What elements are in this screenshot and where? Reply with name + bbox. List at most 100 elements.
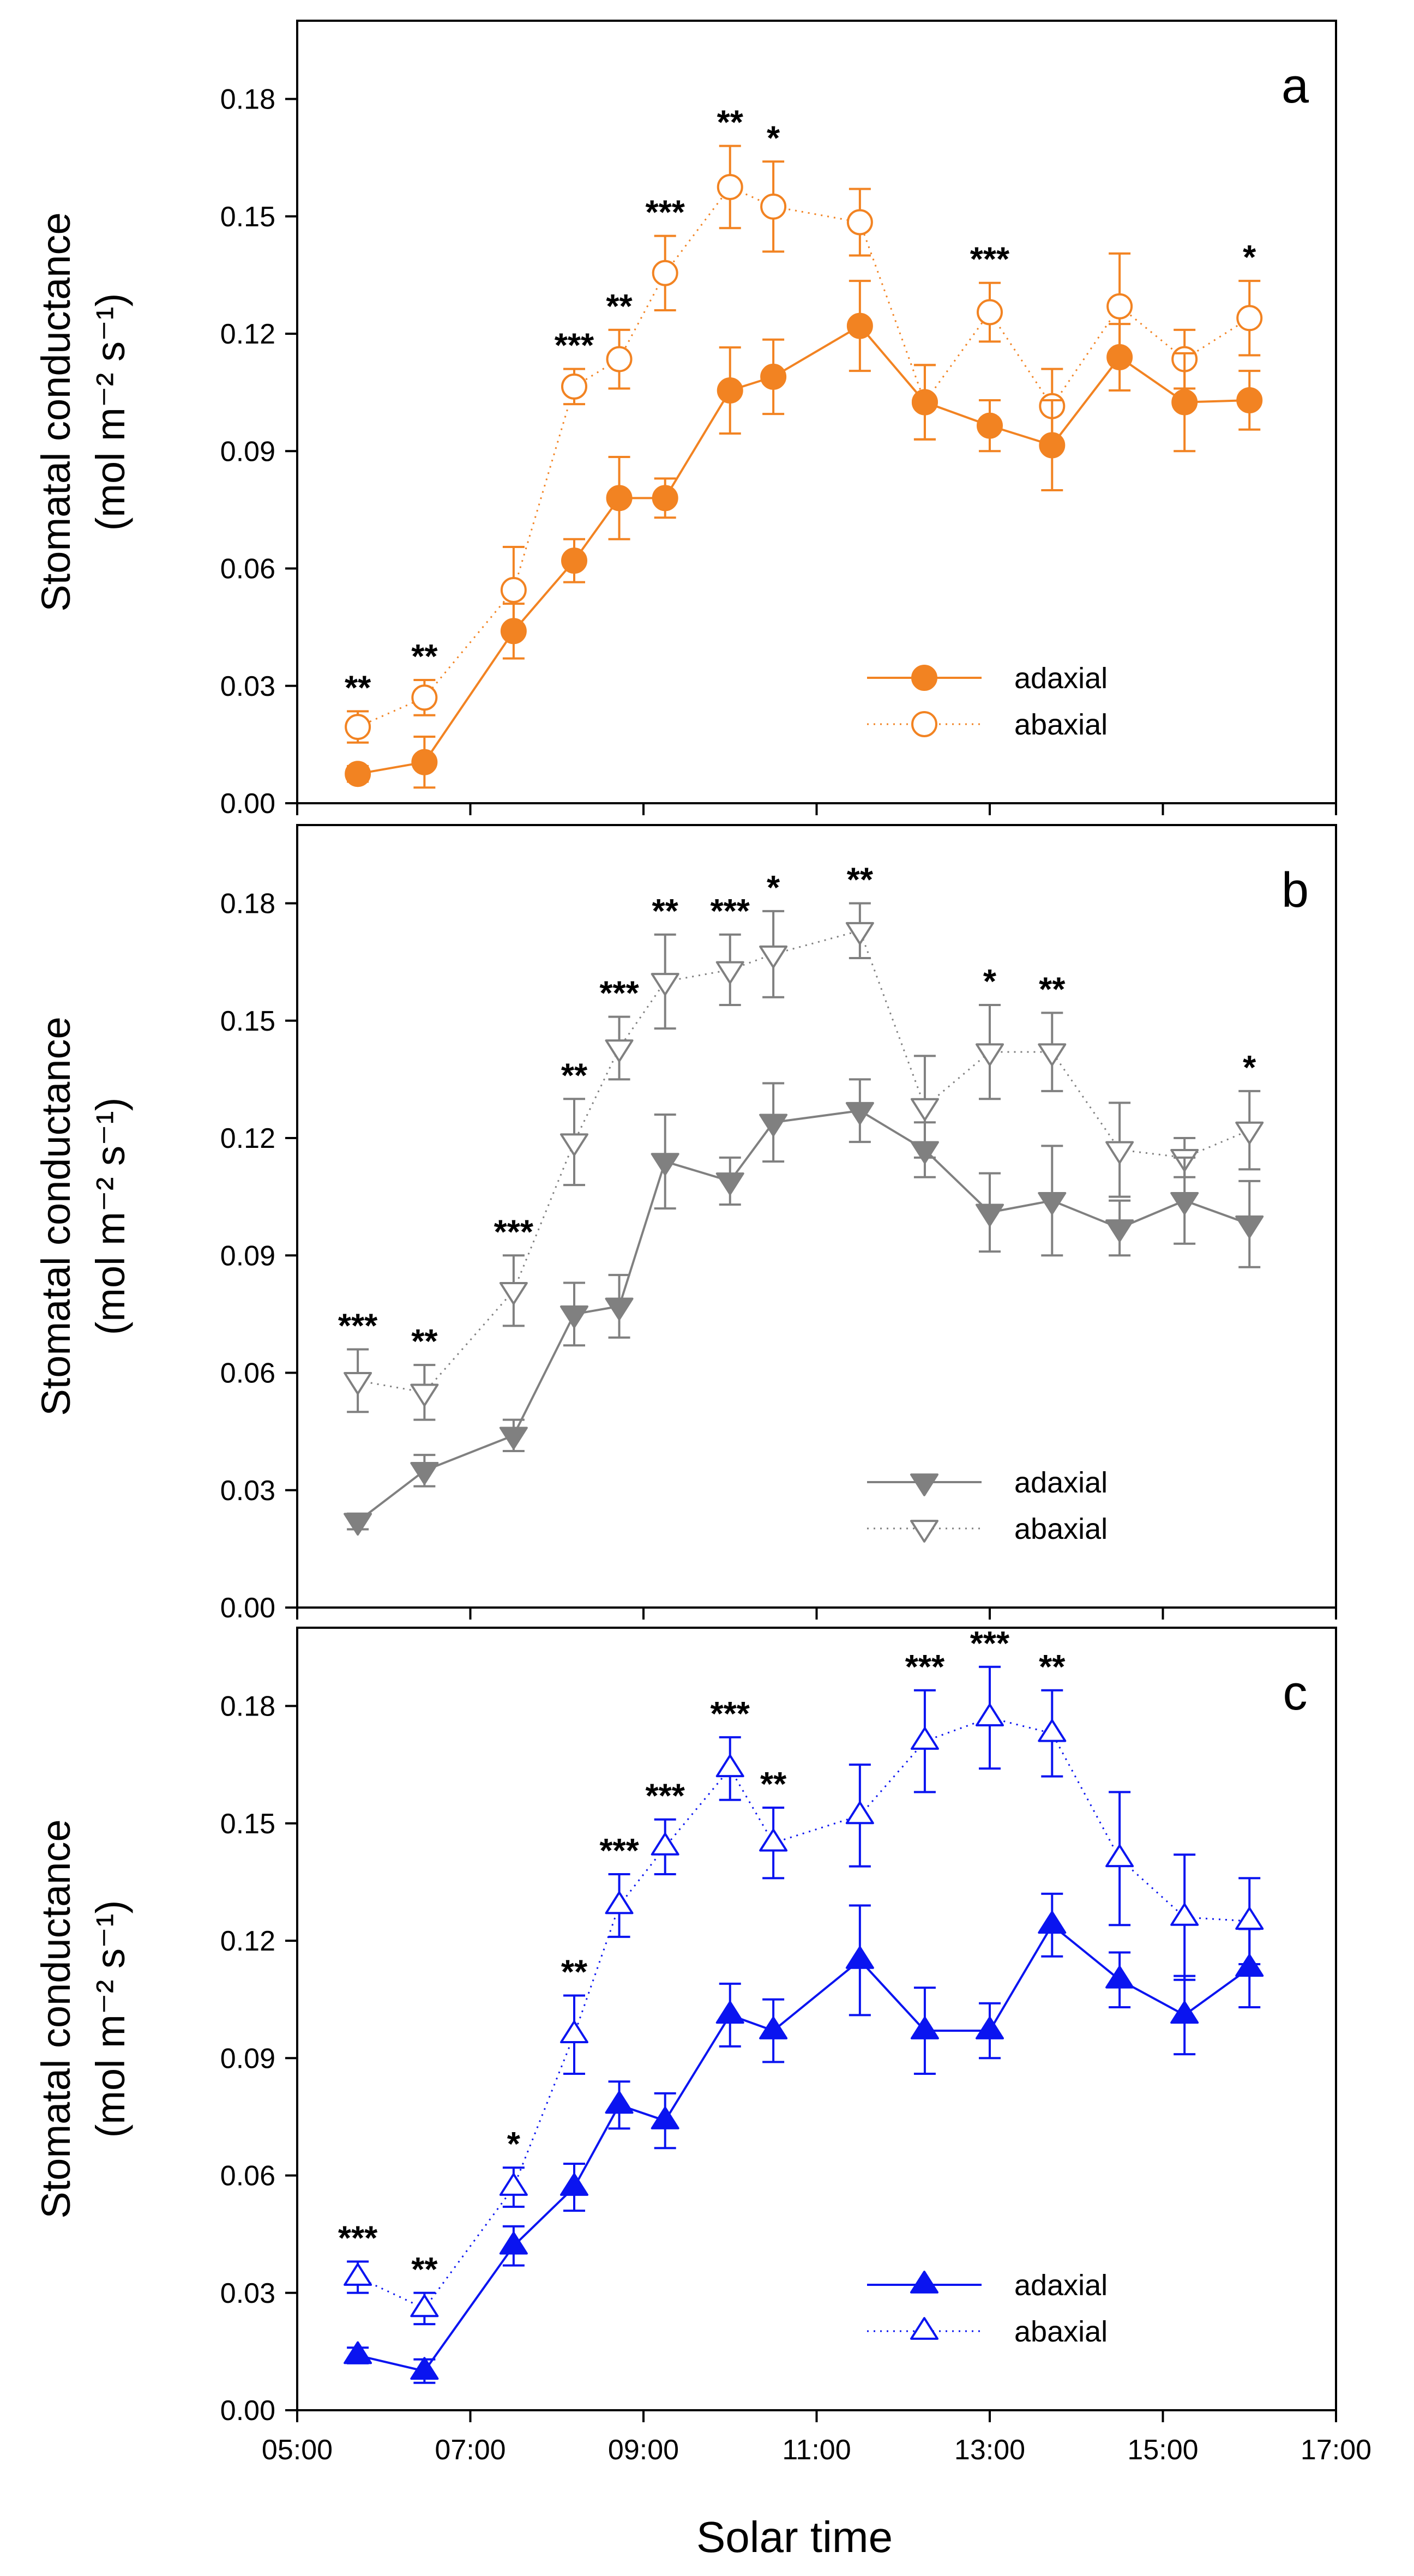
data-point (1105, 1219, 1134, 1242)
significance-label: *** (970, 1625, 1010, 1663)
data-point (911, 389, 938, 416)
significance-label: *** (338, 1307, 378, 1345)
significance-label: *** (711, 1695, 750, 1733)
significance-label: * (983, 963, 997, 1001)
data-point (605, 1297, 634, 1321)
significance-label: *** (970, 241, 1010, 279)
data-point (1105, 1844, 1134, 1868)
data-point (976, 1203, 1004, 1227)
y-tick-label: 0.00 (220, 1592, 275, 1624)
y-tick-label: 0.09 (220, 1240, 275, 1272)
y-axis-unit: (mol m⁻² s⁻¹) (88, 293, 133, 531)
legend-marker-adaxial (911, 665, 937, 691)
data-point (976, 1043, 1004, 1067)
series-line (357, 1923, 1250, 2373)
series-abaxial (345, 145, 1263, 744)
data-point (605, 2091, 634, 2114)
data-point (846, 312, 873, 339)
data-point (410, 2294, 439, 2318)
y-tick-label: 0.09 (220, 436, 275, 467)
series-adaxial (344, 1078, 1264, 1536)
data-point (1236, 387, 1263, 413)
data-point (345, 714, 371, 741)
data-point (561, 547, 587, 574)
significance-label: ** (411, 1323, 438, 1361)
y-tick-label: 0.15 (220, 201, 275, 233)
data-point (1038, 1043, 1067, 1067)
y-tick-label: 0.18 (220, 84, 275, 116)
legend-label-adaxial: adaxial (1014, 662, 1108, 695)
data-point (845, 922, 874, 945)
data-point (976, 2017, 1004, 2039)
y-tick-label: 0.06 (220, 553, 275, 585)
data-point (910, 1098, 939, 1121)
data-point (1171, 389, 1198, 416)
series-line (357, 324, 1250, 775)
data-point (845, 1801, 874, 1825)
data-point (344, 1371, 372, 1395)
data-point (560, 1305, 588, 1328)
data-point (1038, 1191, 1067, 1215)
significance-label: * (507, 2126, 521, 2163)
series-abaxial (344, 1665, 1264, 2326)
panel-letter: c (1283, 1666, 1308, 1720)
legend: adaxial abaxial (867, 1466, 1108, 1545)
y-tick-label: 0.00 (220, 2395, 275, 2427)
significance-label: * (1243, 1049, 1256, 1087)
data-point (344, 1513, 372, 1536)
significance-label: ** (847, 862, 874, 899)
data-point (717, 173, 743, 200)
data-point (715, 961, 744, 984)
data-point (410, 2357, 439, 2380)
significance-label: *** (555, 327, 594, 365)
data-point (845, 1946, 874, 1969)
series-line (357, 1717, 1250, 2310)
chart-panel-c: 0.00 0.03 0.06 0.09 0.12 0.15 0.18 05:00 07:00 09… (33, 1625, 1371, 2466)
data-point (1038, 1911, 1067, 1934)
data-point (1106, 293, 1133, 320)
y-tick-label: 0.09 (220, 2043, 275, 2074)
significance-label: *** (645, 194, 685, 232)
data-point (1038, 1719, 1067, 1742)
data-point (499, 2231, 528, 2255)
legend-label-abaxial: abaxial (1014, 708, 1108, 741)
significance-label: ** (652, 893, 679, 930)
legend-label-abaxial: abaxial (1014, 1513, 1108, 1545)
data-point (1170, 2001, 1199, 2024)
data-point (715, 1172, 744, 1195)
x-tick-label: 09:00 (608, 2434, 679, 2466)
data-point (760, 193, 787, 220)
legend: adaxial abaxial (867, 2269, 1108, 2348)
significance-label: ** (1039, 971, 1066, 1008)
data-point (715, 1754, 744, 1778)
panel-letter: b (1281, 863, 1309, 918)
significance-label: * (1243, 239, 1256, 276)
plot-frame (296, 824, 1337, 1609)
y-tick-label: 0.12 (220, 1123, 275, 1154)
series-line (357, 186, 1250, 728)
data-point (499, 1427, 528, 1450)
data-point (651, 1153, 679, 1176)
x-tick-label: 17:00 (1301, 2434, 1371, 2466)
y-axis-label: Stomatal conductance (33, 1819, 79, 2218)
data-point (717, 377, 743, 404)
data-point (760, 363, 787, 390)
data-point (1170, 1191, 1199, 1215)
series-line (357, 1109, 1250, 1522)
y-tick-label: 0.15 (220, 1006, 275, 1037)
data-point (1105, 1965, 1134, 1989)
data-point (344, 2263, 372, 2286)
legend: adaxial abaxial (867, 662, 1108, 741)
data-point (410, 1383, 439, 1407)
significance-label: *** (338, 2219, 378, 2257)
data-point (1106, 344, 1133, 371)
panel-letter: a (1281, 59, 1309, 113)
y-tick-label: 0.15 (220, 1808, 275, 1840)
data-point (759, 2017, 788, 2039)
significance-label: ** (561, 1057, 588, 1094)
data-point (910, 1141, 939, 1164)
data-point (759, 1828, 788, 1852)
significance-label: *** (905, 1648, 945, 1686)
data-point (500, 618, 527, 645)
